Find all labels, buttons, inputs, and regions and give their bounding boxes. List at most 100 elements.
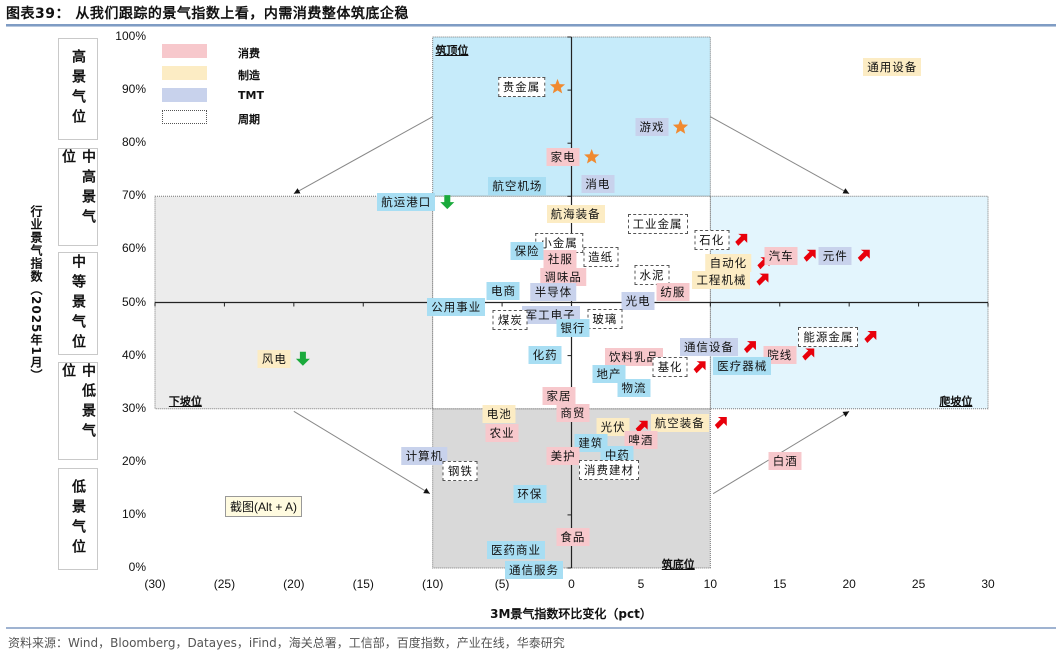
point-label: 航空机场 <box>488 177 547 196</box>
point-label: 汽车 <box>764 246 798 265</box>
zone-label: 筑顶位 <box>435 44 469 58</box>
y-tick-label: 60% <box>121 241 146 256</box>
x-tick-label: (5) <box>494 577 510 591</box>
point-label: 造纸 <box>583 246 619 267</box>
point-label: 电商 <box>486 281 520 300</box>
point-label: 基化 <box>652 357 688 378</box>
point-label: 医药商业 <box>486 540 545 559</box>
point-label: 光电 <box>621 291 655 310</box>
point-label: 食品 <box>556 528 590 547</box>
up-arrow-icon <box>756 273 769 286</box>
point-label: 元件 <box>818 246 852 265</box>
x-tick-label: (25) <box>213 577 236 591</box>
up-arrow-icon <box>743 341 756 354</box>
down-arrow-icon <box>295 351 310 366</box>
point-label: 家居 <box>542 386 576 405</box>
point-label: 保险 <box>510 241 544 260</box>
point-label: 工业金属 <box>627 213 688 234</box>
point-label: 饮料乳品 <box>604 348 663 367</box>
x-tick-label: (20) <box>283 577 305 591</box>
point-label: 水泥 <box>634 264 670 285</box>
point-label: 社服 <box>543 249 577 268</box>
y-tick-label: 0% <box>128 560 146 574</box>
point-label: 消电 <box>581 175 615 194</box>
point-label: 家电 <box>546 148 580 166</box>
point-label: 通信服务 <box>505 560 563 579</box>
point-label: 调味品 <box>540 268 586 286</box>
x-tick-label: (15) <box>352 577 374 591</box>
y-tick-label: 80% <box>121 135 146 150</box>
x-tick-label: (30) <box>144 577 166 591</box>
band-mid-low: 中低景气位 <box>58 362 98 460</box>
point-label: 环保 <box>513 485 547 504</box>
point-label: 光伏 <box>596 417 630 436</box>
point-label: 航空装备 <box>650 414 709 433</box>
point-label: 计算机 <box>401 446 448 465</box>
point-label: 风电 <box>257 349 291 368</box>
point-label: 纺服 <box>656 282 690 301</box>
down-arrow-icon <box>440 195 455 210</box>
up-arrow-icon <box>693 361 706 374</box>
chart-title: 图表39： 从我们跟踪的景气指数上看，内需消费整体筑底企稳 <box>6 6 409 22</box>
star-icon <box>584 149 600 164</box>
point-label: 银行 <box>556 318 590 337</box>
y-tick-label: 30% <box>121 400 146 415</box>
up-arrow-icon <box>864 331 877 344</box>
point-label: 商贸 <box>556 403 590 422</box>
point-label: 建筑 <box>574 434 608 453</box>
y-tick-label: 90% <box>121 82 146 97</box>
band-mid-high: 中高景气位 <box>58 148 98 246</box>
x-axis-title: 3M景气指数环比变化（pct） <box>490 607 652 621</box>
point-label: 石化 <box>694 229 730 250</box>
y-tick-label: 100% <box>115 29 146 43</box>
point-label: 小金属 <box>535 233 583 254</box>
point-label: 航运港口 <box>377 193 436 212</box>
point-label: 化药 <box>528 346 562 365</box>
x-tick-label: (10) <box>421 577 444 591</box>
zone-label: 爬坡位 <box>939 394 973 408</box>
point-label: 公用事业 <box>427 297 486 316</box>
y-tick-label: 40% <box>121 347 146 362</box>
up-arrow-icon <box>803 249 816 262</box>
point-label: 中药 <box>600 445 634 464</box>
point-label: 玻璃 <box>587 308 623 329</box>
y-tick-label: 10% <box>121 506 146 521</box>
legend-label-manufacture: 制造 <box>238 69 260 82</box>
screenshot-tooltip: 截图(Alt + A) <box>225 496 303 517</box>
legend-swatch-manufacture <box>162 66 207 80</box>
y-tick-label: 50% <box>121 294 146 309</box>
point-label: 航海装备 <box>546 204 605 223</box>
transition-arrow-1 <box>710 116 850 195</box>
zone-label: 筑底位 <box>661 557 695 571</box>
zone-label: 下坡位 <box>168 394 202 408</box>
point-label: 通信设备 <box>679 338 738 357</box>
point-label: 啤酒 <box>624 431 658 450</box>
point-label: 工程机械 <box>692 270 751 289</box>
point-label: 电池 <box>482 405 516 423</box>
x-tick-label: 10 <box>703 577 717 591</box>
point-label: 物流 <box>617 378 651 397</box>
point-label: 美护 <box>546 446 580 465</box>
x-tick-label: 0 <box>568 577 575 591</box>
band-low: 低景气位 <box>58 468 98 570</box>
point-label: 半导体 <box>530 282 577 301</box>
title-divider <box>6 24 1056 27</box>
point-label: 贵金属 <box>497 76 546 97</box>
transition-arrow-2 <box>293 410 431 495</box>
y-tick-label: 20% <box>121 453 146 468</box>
band-mid: 中等景气位 <box>58 252 98 355</box>
point-label: 白酒 <box>768 451 802 470</box>
legend-label-consume: 消费 <box>238 47 260 60</box>
point-label: 自动化 <box>705 254 752 273</box>
point-label: 消费建材 <box>578 459 639 480</box>
up-arrow-icon <box>857 249 870 262</box>
point-label: 通用设备 <box>863 58 922 77</box>
legend-swatch-cycle <box>162 110 207 124</box>
x-tick-label: 20 <box>842 577 856 591</box>
footer-divider <box>6 627 1056 629</box>
up-arrow-icon <box>635 420 648 433</box>
band-high: 高景气位 <box>58 38 98 140</box>
point-label: 医疗器械 <box>713 357 772 376</box>
up-arrow-icon <box>735 233 748 246</box>
